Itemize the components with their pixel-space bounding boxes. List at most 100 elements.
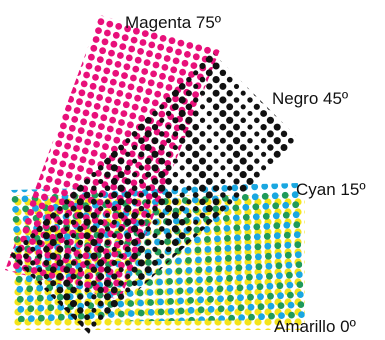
- cyan-dot: [282, 201, 290, 209]
- magenta-dot: [158, 6, 165, 13]
- yellow-dot: [4, 288, 11, 295]
- cyan-dot: [0, 287, 3, 294]
- magenta-dot: [48, 129, 56, 136]
- cyan-dot: [223, 225, 231, 232]
- magenta-dot: [83, 33, 91, 41]
- magenta-dot: [103, 67, 111, 75]
- black-dot: [220, 56, 226, 63]
- black-dot: [301, 124, 307, 130]
- cyan-dot: [157, 308, 165, 316]
- magenta-dot: [12, 157, 20, 165]
- cyan-dot: [238, 314, 246, 322]
- cyan-dot: [30, 165, 37, 172]
- cyan-dot: [283, 221, 291, 229]
- yellow-dot: [304, 308, 305, 316]
- yellow-dot: [0, 218, 2, 225]
- black-dot: [219, 137, 226, 144]
- magenta-dot: [36, 173, 44, 181]
- magenta-dot: [25, 180, 33, 187]
- magenta-dot: [71, 116, 79, 123]
- black-dot: [90, 252, 98, 260]
- black-dot: [84, 314, 90, 321]
- black-dot: [70, 191, 77, 199]
- magenta-dot: [74, 69, 82, 76]
- black-dot: [240, 104, 246, 110]
- magenta-dot: [117, 52, 124, 59]
- magenta-dot: [132, 65, 140, 73]
- magenta-dot: [114, 0, 121, 1]
- magenta-dot: [134, 56, 142, 64]
- magenta-dot: [73, 107, 81, 114]
- black-dot: [233, 29, 240, 36]
- black-dot: [246, 151, 254, 158]
- cyan-dot: [229, 335, 236, 340]
- black-dot: [199, 212, 206, 219]
- cyan-dot: [313, 220, 320, 227]
- black-dot: [254, 158, 260, 164]
- magenta-dot: [158, 110, 166, 118]
- black-dot: [198, 171, 207, 179]
- cyan-dot: [149, 329, 156, 336]
- black-dot: [103, 279, 112, 287]
- magenta-dot: [54, 35, 62, 43]
- magenta-dot: [116, 232, 123, 240]
- cyan-dot-screen: [0, 160, 341, 340]
- black-dot: [226, 90, 233, 97]
- cyan-dot: [36, 284, 44, 292]
- magenta-dot: [95, 170, 102, 177]
- black-dot: [199, 117, 206, 123]
- cyan-dot: [136, 289, 144, 297]
- yellow-dot: [4, 298, 11, 305]
- cyan-dot: [262, 212, 270, 220]
- magenta-dot: [143, 59, 151, 66]
- magenta-dot: [128, 45, 136, 53]
- magenta-dot: [184, 51, 191, 58]
- cyan-dot: [13, 236, 21, 243]
- cyan-dot: [334, 229, 341, 236]
- black-dot: [56, 286, 64, 294]
- magenta-dot: [62, 113, 70, 121]
- magenta-dot: [5, 193, 10, 200]
- black-dot: [151, 178, 159, 185]
- black-dot: [124, 246, 131, 253]
- black-dot: [152, 246, 158, 252]
- yellow-dot: [4, 218, 11, 225]
- magenta-dot: [206, 38, 214, 45]
- black-dot: [219, 109, 227, 118]
- magenta-dot: [71, 78, 79, 85]
- magenta-dot: [47, 100, 54, 107]
- black-dot: [152, 259, 158, 266]
- magenta-dot: [236, 36, 243, 43]
- black-dot: [69, 300, 78, 308]
- black-dot: [246, 164, 254, 172]
- cyan-dot: [175, 267, 183, 275]
- cyan-dot: [26, 285, 34, 293]
- black-dot: [2, 219, 9, 226]
- cyan-dot: [63, 233, 71, 241]
- magenta-dot: [75, 136, 83, 144]
- black-dot: [56, 245, 64, 253]
- cyan-dot: [297, 291, 304, 298]
- black-dot: [322, 117, 328, 123]
- cyan-dot: [277, 292, 284, 300]
- magenta-dot: [168, 75, 175, 83]
- cyan-dot: [10, 316, 15, 322]
- magenta-dot: [34, 182, 42, 190]
- cyan-dot: [12, 206, 19, 213]
- cyan-dot: [320, 160, 327, 167]
- black-dot: [166, 138, 172, 144]
- magenta-dot: [149, 4, 156, 11]
- cyan-dot: [302, 200, 305, 208]
- yellow-dot: [14, 328, 22, 330]
- black-dot: [158, 198, 166, 206]
- magenta-dot: [148, 41, 156, 49]
- black-dot: [49, 238, 57, 247]
- black-dot: [159, 104, 165, 110]
- yellow-dot: [314, 208, 321, 215]
- magenta-dot: [192, 91, 200, 99]
- cyan-dot: [280, 162, 287, 169]
- magenta-dot: [48, 167, 55, 174]
- black-dot: [328, 151, 335, 158]
- cyan-dot: [285, 261, 293, 269]
- black-dot: [131, 238, 139, 247]
